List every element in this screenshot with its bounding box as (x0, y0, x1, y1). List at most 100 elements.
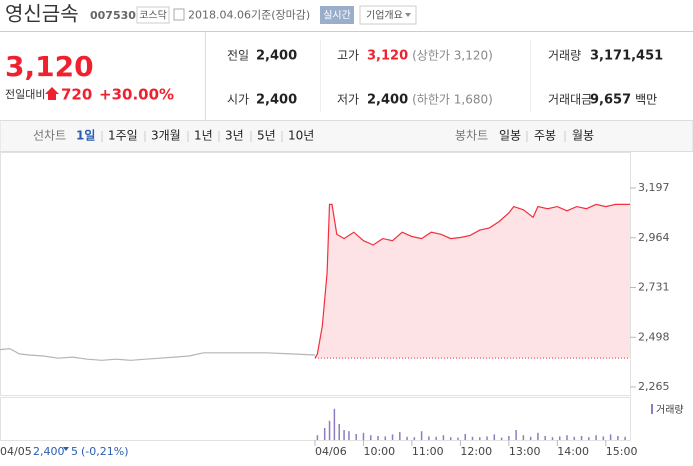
x-tick-label: 10:00 (363, 445, 395, 458)
stat-label: 저가 (337, 93, 359, 107)
volume-bar (573, 436, 576, 440)
legend-swatch (651, 404, 653, 414)
volume-bar (362, 432, 365, 440)
period-tab[interactable]: 3년 (225, 129, 244, 143)
price-line (0, 347, 316, 361)
stat-value: 3,120 (367, 49, 408, 64)
volume-bar (406, 436, 408, 440)
market-badge (136, 6, 170, 24)
volume-bar (377, 436, 379, 440)
volume-bar (442, 435, 445, 440)
volume-bar (471, 436, 474, 440)
period-tab[interactable]: 1주일 (108, 129, 138, 143)
candle-tab[interactable]: 월봉 (572, 129, 594, 143)
y-tick-label: 2,964 (638, 231, 670, 244)
y-tick-label: 3,197 (638, 181, 670, 194)
stat-value: 2,400 (256, 49, 297, 64)
period-tab[interactable]: 10년 (288, 129, 314, 143)
volume-bar (544, 436, 546, 440)
volume-bar (369, 435, 372, 440)
realtime-button[interactable] (320, 6, 354, 24)
volume-bar (515, 430, 517, 440)
stock-code: 007530 (90, 9, 136, 22)
x-tick-label: 13:00 (509, 445, 541, 458)
dropdown-arrow (405, 13, 411, 17)
date: 2018.04.06 (188, 9, 251, 22)
volume-bar (399, 432, 401, 440)
stat-label: 거래대금 (548, 93, 592, 107)
volume-bar (323, 428, 326, 440)
volume-bar (602, 436, 605, 440)
stat-note: (하한가 1,680) (412, 93, 493, 107)
volume-bar (449, 437, 452, 440)
volume-pane (0, 397, 631, 441)
volume-bar (537, 432, 539, 440)
candle-tab[interactable]: 주봉 (534, 129, 556, 143)
period-tab[interactable]: 3개월 (151, 129, 181, 143)
calendar-icon (173, 8, 185, 21)
period-tab[interactable]: 5년 (257, 129, 276, 143)
volume-bar (529, 436, 532, 440)
volume-bar (333, 408, 336, 440)
volume-bar (428, 436, 430, 440)
current-price: 3,120 (5, 50, 94, 83)
change-amount: 720 (61, 86, 92, 104)
stat-value: 9,657 (590, 93, 631, 108)
info-rate: (-0,21%) (81, 445, 129, 458)
company-label[interactable]: 기업개요 (366, 9, 403, 22)
volume-bar (348, 431, 350, 440)
realtime-label[interactable]: 실시간 (323, 10, 351, 22)
volume-bar (338, 424, 340, 440)
volume-bar (609, 434, 612, 440)
volume-bar (413, 437, 416, 440)
tab-group-label: 선차트 (33, 129, 66, 143)
volume-bar (624, 436, 626, 440)
y-tick-label: 2,731 (638, 281, 670, 294)
stat-label: 시가 (227, 93, 249, 107)
change-rate: +30.00% (99, 86, 174, 104)
period-tab[interactable]: 1일 (76, 129, 95, 143)
volume-bar (420, 431, 423, 440)
stat-value: 2,400 (256, 93, 297, 108)
x-tick-label: 15:00 (606, 445, 638, 458)
stock-name: 영신금속 (5, 2, 79, 26)
volume-bar (328, 420, 331, 440)
volume-bar (551, 437, 554, 440)
info-change: 5 (71, 445, 78, 458)
stat-unit: 백만 (635, 93, 657, 107)
volume-bar (500, 437, 503, 440)
volume-bar (355, 434, 357, 440)
change-label: 전일대비 (5, 87, 45, 101)
x-tick-label: 14:00 (557, 445, 589, 458)
volume-bar (558, 436, 561, 440)
volume-bar (580, 436, 583, 440)
down-arrow (63, 447, 69, 451)
tab-group-label: 봉차트 (455, 129, 488, 143)
company-button[interactable] (359, 5, 417, 25)
info-date: 04/05 (0, 445, 32, 458)
volume-bar (522, 435, 525, 440)
date-basis: 기준(장마감) (251, 9, 310, 22)
y-tick-label: 2,498 (638, 330, 670, 343)
period-tab[interactable]: 1년 (194, 129, 213, 143)
volume-bar (486, 436, 488, 440)
volume-bar (588, 437, 590, 440)
stat-value: 2,400 (367, 93, 408, 108)
x-tick-label: 12:00 (460, 445, 492, 458)
candle-tab[interactable]: 일봉 (499, 129, 521, 143)
volume-bar (479, 437, 481, 440)
stat-label: 고가 (337, 49, 359, 63)
stat-note: (상한가 3,120) (412, 49, 493, 63)
volume-bar (343, 430, 345, 440)
volume-bar (457, 437, 459, 440)
volume-bar (566, 435, 568, 440)
legend-label: 거래량 (656, 404, 684, 416)
x-tick-label: 11:00 (412, 445, 444, 458)
volume-bar (391, 434, 394, 440)
price-pane (0, 152, 631, 396)
up-arrow (45, 87, 59, 100)
stat-label: 전일 (227, 49, 249, 63)
market-label: 코스닥 (139, 10, 167, 22)
info-price: 2,400 (33, 445, 65, 458)
